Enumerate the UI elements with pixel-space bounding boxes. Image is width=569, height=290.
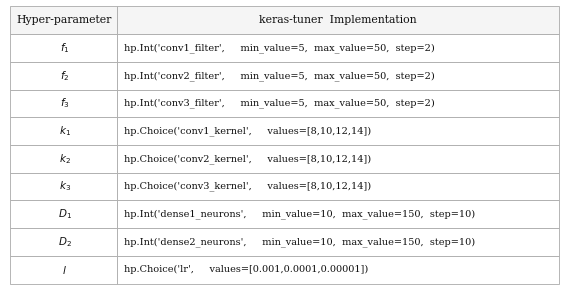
Bar [117, 173, 559, 200]
Text: hp.Int('conv2_filter',     min_value=5,  max_value=50,  step=2): hp.Int('conv2_filter', min_value=5, max_… [124, 71, 435, 81]
Text: $f_1$: $f_1$ [58, 41, 69, 55]
Text: hp.Choice('conv1_kernel',     values=[8,10,12,14]): hp.Choice('conv1_kernel', values=[8,10,1… [124, 126, 371, 136]
Text: hp.Int('dense2_neurons',     min_value=10,  max_value=150,  step=10): hp.Int('dense2_neurons', min_value=10, m… [124, 237, 475, 247]
Bar [10, 90, 117, 117]
Text: $D_1$: $D_1$ [56, 207, 72, 221]
Bar [117, 200, 559, 228]
Text: hp.Choice('conv3_kernel',     values=[8,10,12,14]): hp.Choice('conv3_kernel', values=[8,10,1… [124, 182, 371, 191]
Bar [10, 117, 117, 145]
Bar [10, 62, 117, 90]
Bar [117, 145, 559, 173]
Text: $D_2$: $D_2$ [56, 235, 72, 249]
Text: keras-tuner  Implementation: keras-tuner Implementation [259, 15, 417, 25]
Bar [10, 173, 117, 200]
Text: hp.Choice('conv2_kernel',     values=[8,10,12,14]): hp.Choice('conv2_kernel', values=[8,10,1… [124, 154, 371, 164]
Text: Hyper-parameter: Hyper-parameter [16, 15, 112, 25]
Bar [10, 228, 117, 256]
Bar [117, 117, 559, 145]
Text: $f_2$: $f_2$ [58, 69, 69, 83]
Bar [10, 145, 117, 173]
Bar [10, 200, 117, 228]
Text: hp.Choice('lr',     values=[0.001,0.0001,0.00001]): hp.Choice('lr', values=[0.001,0.0001,0.0… [124, 265, 368, 274]
Text: $k_1$: $k_1$ [57, 124, 71, 138]
Bar [117, 256, 559, 284]
Text: $k_2$: $k_2$ [57, 152, 71, 166]
Text: hp.Int('conv1_filter',     min_value=5,  max_value=50,  step=2): hp.Int('conv1_filter', min_value=5, max_… [124, 43, 435, 53]
Bar [10, 256, 117, 284]
Text: $l$: $l$ [60, 264, 67, 276]
Bar [10, 6, 117, 34]
Bar [117, 90, 559, 117]
Bar [117, 34, 559, 62]
Text: hp.Int('dense1_neurons',     min_value=10,  max_value=150,  step=10): hp.Int('dense1_neurons', min_value=10, m… [124, 209, 475, 219]
Text: $f_3$: $f_3$ [58, 97, 69, 110]
Bar [117, 6, 559, 34]
Bar [117, 62, 559, 90]
Bar [117, 228, 559, 256]
Text: $k_3$: $k_3$ [57, 180, 71, 193]
Bar [10, 34, 117, 62]
Text: hp.Int('conv3_filter',     min_value=5,  max_value=50,  step=2): hp.Int('conv3_filter', min_value=5, max_… [124, 99, 435, 108]
